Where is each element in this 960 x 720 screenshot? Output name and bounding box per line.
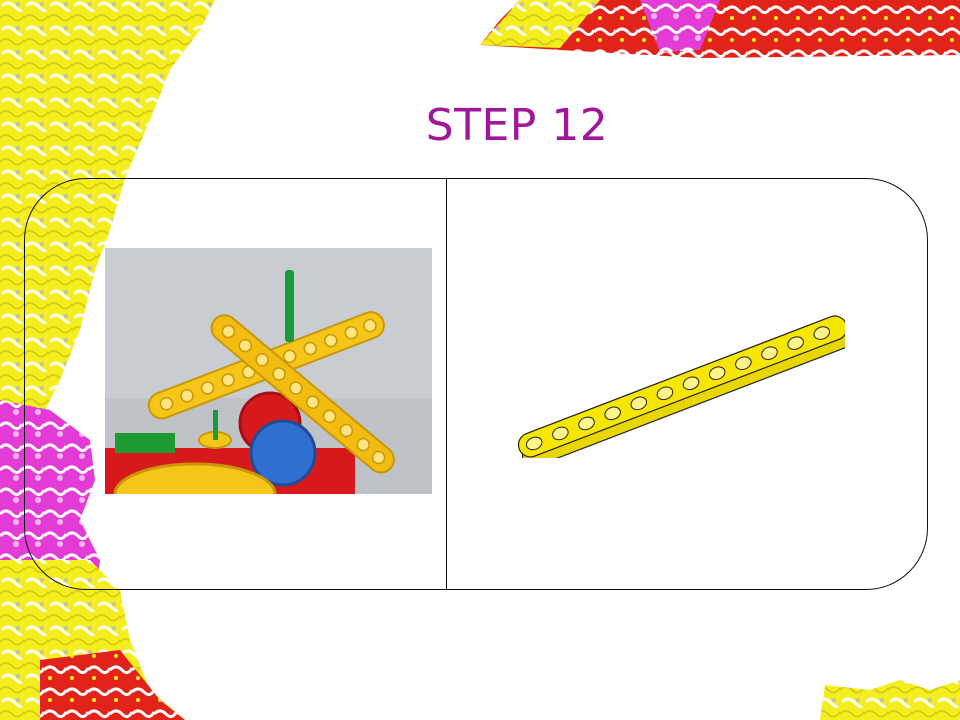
- assembly-photo: [105, 248, 432, 494]
- lego-assembly-photo-icon: [105, 248, 432, 494]
- step-title: STEP 12: [425, 100, 609, 151]
- yellow-lego-beam-icon: [517, 315, 852, 468]
- panel-divider: [446, 178, 447, 590]
- content-frame: [24, 178, 928, 590]
- part-diagram: [505, 298, 852, 468]
